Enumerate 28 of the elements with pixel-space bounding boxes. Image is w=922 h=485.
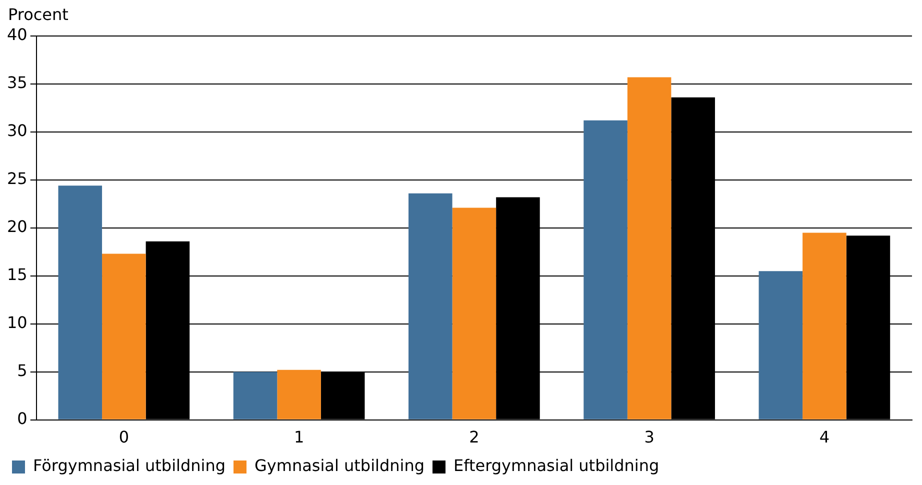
bar bbox=[584, 120, 628, 420]
bar bbox=[277, 370, 321, 420]
bar bbox=[408, 193, 452, 420]
legend-label: Förgymnasial utbildning bbox=[33, 456, 226, 476]
x-tick-label: 0 bbox=[118, 428, 130, 447]
y-axis-title: Procent bbox=[8, 5, 68, 24]
bar bbox=[102, 254, 146, 420]
bar bbox=[58, 186, 102, 420]
x-tick-label: 4 bbox=[819, 428, 830, 447]
y-tick-label: 30 bbox=[7, 121, 28, 140]
bar bbox=[758, 271, 803, 420]
legend-label: Eftergymnasial utbildning bbox=[454, 456, 660, 476]
bar bbox=[802, 232, 846, 420]
legend-label: Gymnasial utbildning bbox=[254, 456, 425, 476]
y-tick-label: 10 bbox=[7, 313, 28, 332]
y-tick-label: 20 bbox=[7, 217, 28, 236]
x-tick-label: 1 bbox=[294, 428, 304, 447]
bar bbox=[452, 208, 496, 420]
bar bbox=[233, 372, 278, 420]
y-tick-label: 25 bbox=[7, 169, 28, 188]
y-tick-label: 35 bbox=[7, 73, 28, 92]
bar bbox=[627, 77, 672, 420]
x-tick-label: 3 bbox=[644, 428, 654, 447]
y-tick-label: 0 bbox=[17, 408, 28, 428]
y-tick-label: 5 bbox=[17, 360, 28, 380]
y-tick-label: 15 bbox=[7, 265, 28, 284]
y-tick-label: 40 bbox=[7, 25, 28, 44]
x-tick-label: 2 bbox=[469, 428, 480, 447]
